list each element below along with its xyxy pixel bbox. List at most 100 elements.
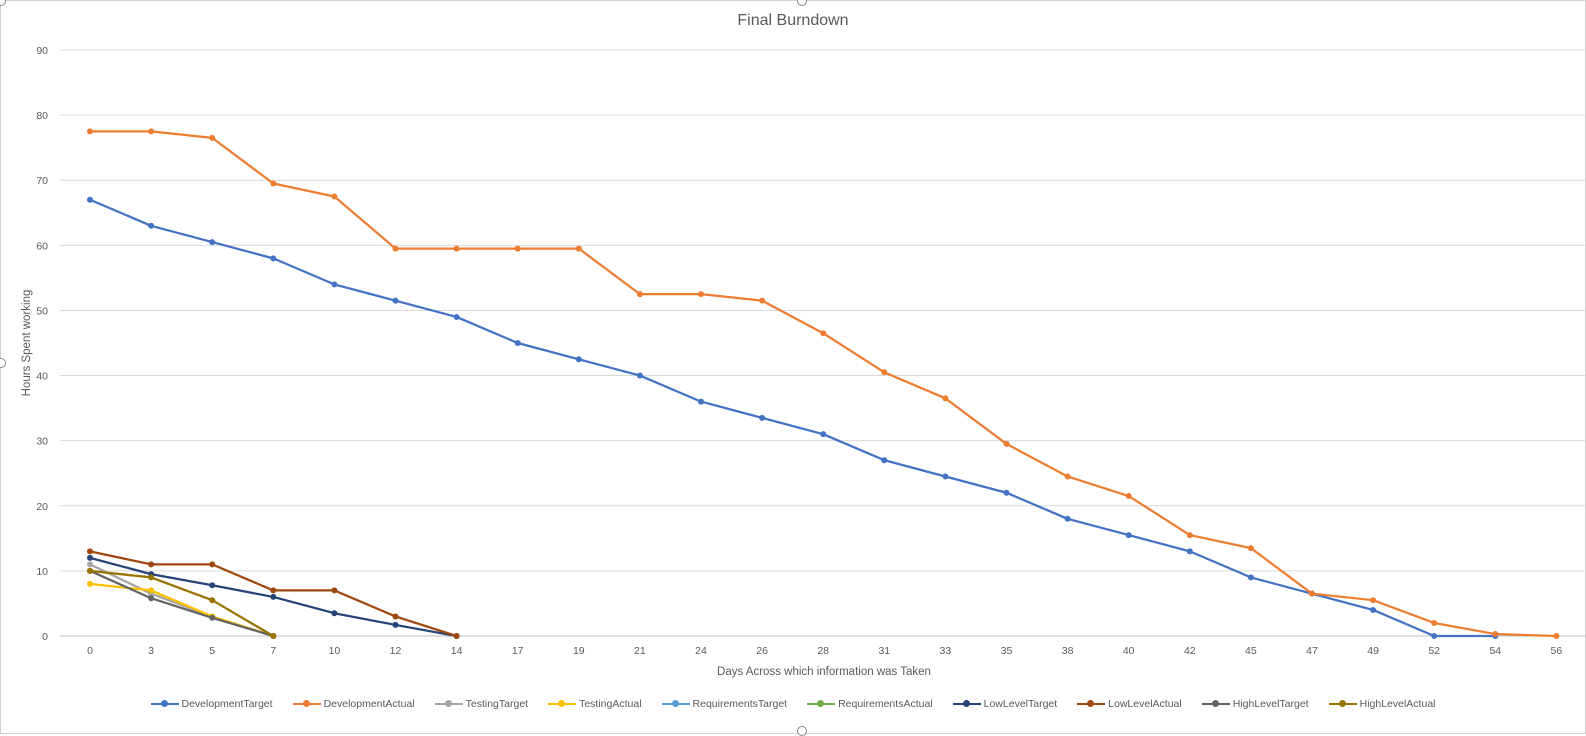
data-point: [942, 473, 949, 480]
legend-item[interactable]: DevelopmentTarget: [150, 698, 273, 710]
data-point: [270, 593, 277, 600]
legend-label: RequirementsActual: [838, 698, 933, 710]
data-point: [148, 595, 155, 602]
data-point: [820, 330, 827, 337]
resize-handle-left[interactable]: [0, 358, 6, 368]
resize-handle-top-left[interactable]: [0, 0, 6, 6]
x-tick-label: 28: [817, 645, 829, 657]
data-point: [1431, 633, 1438, 639]
x-tick-label: 47: [1306, 645, 1318, 657]
series-DevelopmentActual: [87, 128, 1560, 639]
legend-item[interactable]: DevelopmentActual: [292, 698, 415, 710]
data-point: [453, 313, 460, 320]
legend-swatch: [807, 699, 836, 709]
data-point: [514, 340, 521, 346]
x-tick-label: 10: [329, 645, 341, 657]
data-point: [636, 291, 643, 298]
x-tick-label: 40: [1123, 645, 1135, 657]
data-point: [87, 548, 93, 555]
legend-item[interactable]: RequirementsTarget: [661, 698, 787, 710]
data-point: [698, 291, 704, 298]
y-tick-label: 40: [36, 371, 48, 383]
data-point: [1370, 597, 1377, 604]
data-point: [759, 414, 766, 421]
data-point: [1003, 440, 1010, 447]
data-point: [392, 297, 399, 304]
legend-swatch: [150, 699, 179, 709]
legend-item[interactable]: LowLevelTarget: [952, 698, 1058, 710]
legend-label: DevelopmentActual: [323, 698, 415, 710]
legend-item[interactable]: TestingTarget: [434, 698, 529, 710]
series-line: [89, 198, 1496, 638]
x-axis-ticks: 0 3 5 7 10 12 14 17 19 21 24 26 28 31 33 35 38 40 42 45 47 49…: [87, 645, 1562, 657]
data-point: [270, 587, 277, 594]
y-tick-label: 50: [36, 305, 48, 317]
data-point: [881, 369, 888, 376]
gridlines: [60, 49, 1586, 637]
x-tick-label: 12: [390, 645, 402, 657]
legend-label: TestingActual: [579, 698, 642, 710]
data-point: [331, 281, 338, 288]
data-point: [1431, 619, 1438, 626]
data-point: [148, 128, 155, 135]
x-tick-label: 49: [1367, 645, 1379, 657]
data-point: [87, 196, 93, 203]
x-tick-label: 52: [1428, 645, 1440, 657]
series-line: [89, 569, 274, 637]
x-tick-label: 54: [1489, 645, 1501, 657]
data-point: [87, 128, 93, 135]
data-point: [881, 457, 888, 464]
data-point: [1309, 590, 1315, 597]
legend-label: LowLevelTarget: [983, 698, 1058, 710]
legend-swatch: [548, 699, 577, 709]
data-point: [331, 587, 338, 594]
x-axis-label: Days Across which information was Taken: [717, 666, 931, 678]
data-point: [820, 431, 827, 438]
data-point: [1247, 574, 1254, 581]
series-lines: [87, 128, 1560, 639]
y-tick-label: 90: [36, 45, 48, 57]
y-tick-label: 80: [36, 110, 48, 122]
data-point: [148, 561, 155, 568]
y-tick-label: 30: [36, 436, 48, 448]
data-point: [1064, 515, 1071, 522]
legend-label: DevelopmentTarget: [181, 698, 273, 710]
y-tick-label: 0: [42, 631, 48, 643]
legend-item[interactable]: HighLevelTarget: [1201, 698, 1309, 710]
legend-item[interactable]: TestingActual: [548, 698, 642, 710]
legend-item[interactable]: LowLevelActual: [1077, 698, 1182, 710]
data-point: [1186, 548, 1193, 555]
data-point: [698, 398, 704, 405]
legend-label: LowLevelActual: [1108, 698, 1182, 710]
data-point: [148, 587, 155, 594]
data-point: [148, 574, 155, 581]
legend-swatch: [952, 699, 981, 709]
y-tick-label: 70: [36, 175, 48, 187]
data-point: [392, 613, 399, 620]
legend-label: HighLevelActual: [1359, 698, 1436, 710]
legend-item[interactable]: HighLevelActual: [1328, 698, 1436, 710]
legend-item[interactable]: RequirementsActual: [807, 698, 933, 710]
data-point: [87, 580, 93, 587]
data-point: [87, 567, 93, 574]
data-point: [392, 245, 399, 252]
data-point: [514, 245, 521, 252]
x-tick-label: 17: [512, 645, 524, 657]
chart-title: Final Burndown: [737, 12, 849, 29]
resize-handle-top[interactable]: [797, 0, 807, 6]
data-point: [575, 245, 582, 252]
legend-label: TestingTarget: [465, 698, 529, 710]
legend-swatch: [1201, 699, 1230, 709]
data-point: [453, 245, 460, 252]
data-point: [1064, 473, 1071, 480]
data-point: [270, 255, 277, 262]
data-point: [1003, 489, 1010, 496]
data-point: [1492, 631, 1499, 638]
x-tick-label: 31: [878, 645, 890, 657]
x-tick-label: 33: [940, 645, 952, 657]
data-point: [392, 621, 399, 628]
y-tick-label: 60: [36, 240, 48, 252]
data-point: [1125, 532, 1132, 539]
x-tick-label: 21: [634, 645, 646, 657]
